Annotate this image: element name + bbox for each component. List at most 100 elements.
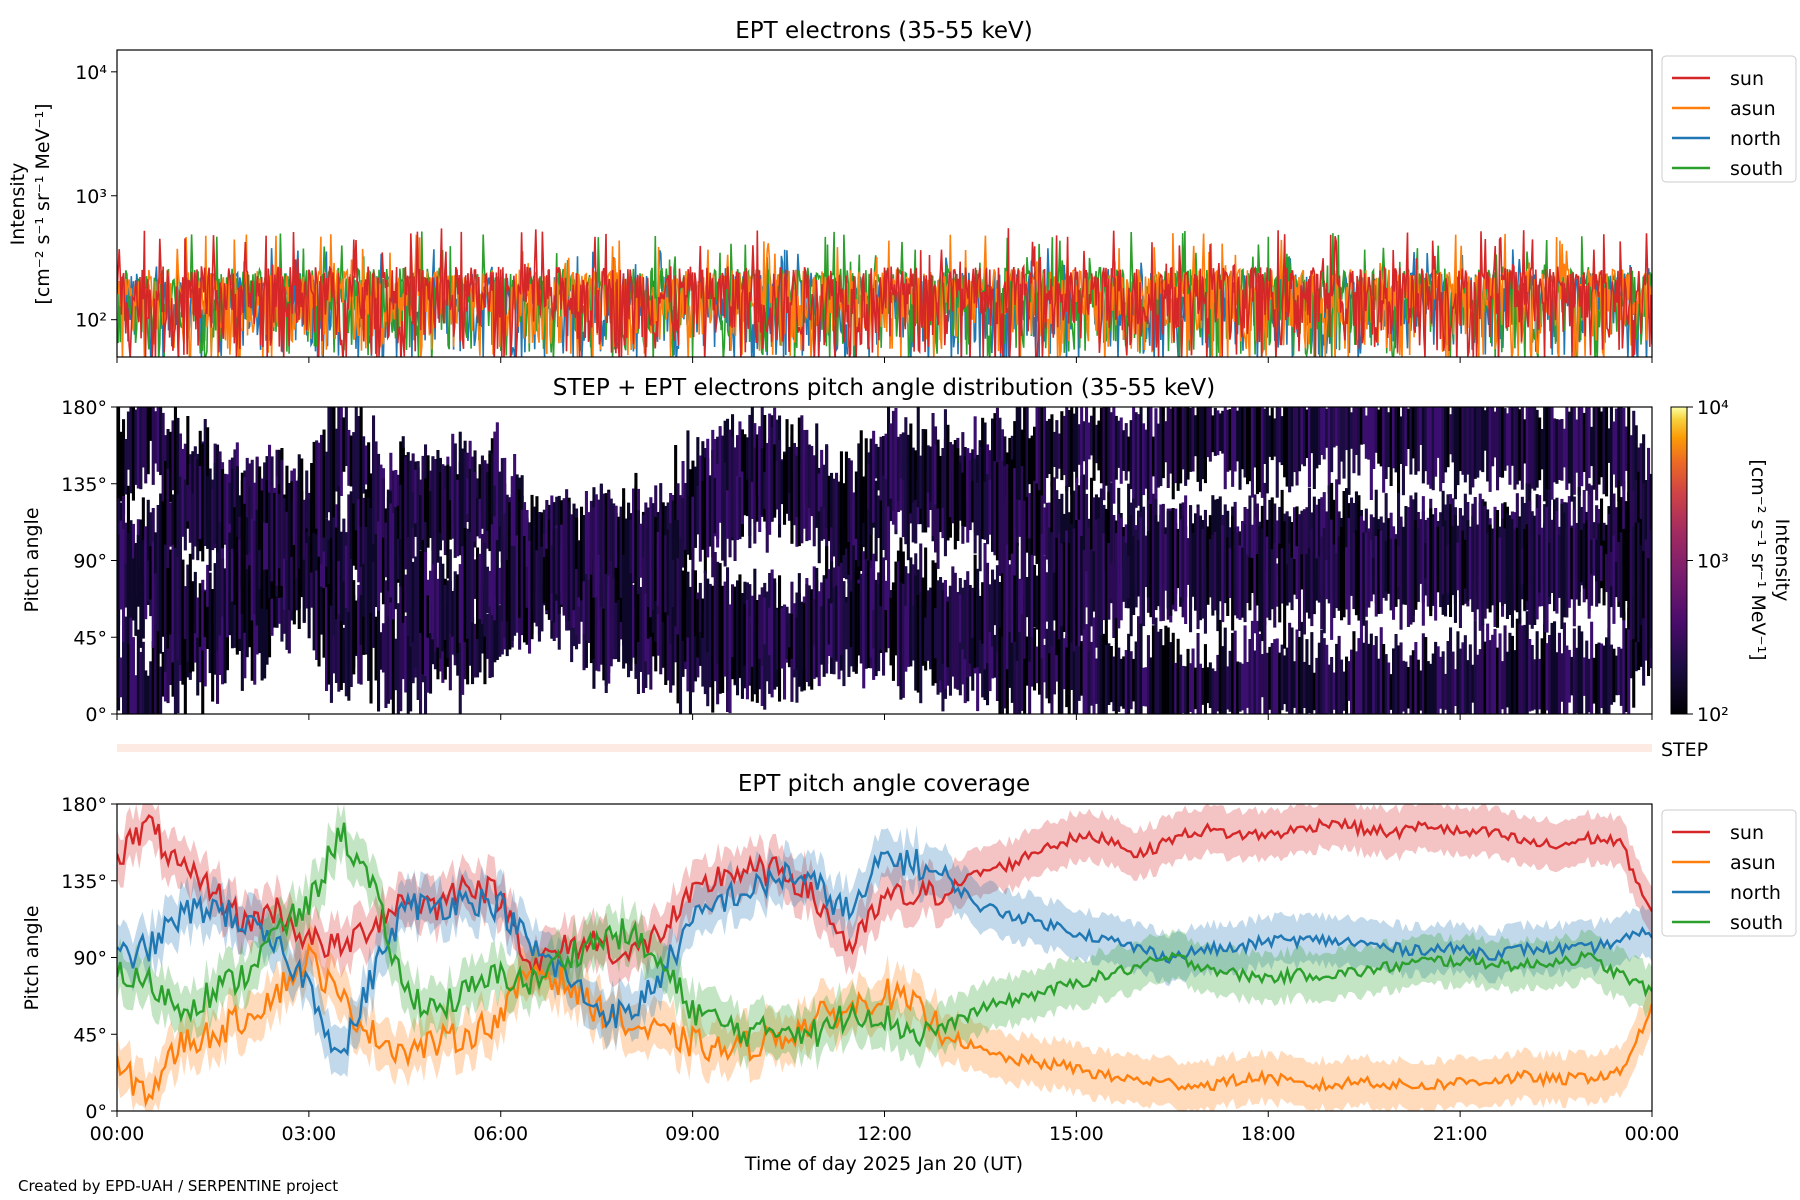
heatmap-cell [1614,507,1618,586]
heatmap-cell [810,445,814,517]
heatmap-cell [1233,407,1237,472]
heatmap-cell [1265,407,1269,494]
heatmap-cell [488,596,492,678]
heatmap-cell [485,472,489,531]
heatmap-cell [498,471,502,527]
heatmap-cell [1208,407,1212,462]
heatmap-cell [1406,408,1410,449]
heatmap-cell [315,534,319,581]
heatmap-cell [1488,407,1492,492]
heatmap-cell [679,589,683,714]
heatmap-cell [416,604,420,700]
heatmap-cell [1107,643,1111,705]
heatmap-cell [292,539,296,625]
heatmap-cell [352,432,356,504]
heatmap-cell [612,574,616,640]
heatmap-cell [1085,624,1089,714]
heatmap-cell [1642,551,1646,619]
heatmap-cell [416,461,420,585]
heatmap-cell [817,473,821,512]
heatmap-cell [129,603,133,714]
heatmap-cell [602,594,606,636]
heatmap-cell [188,553,192,673]
heatmap-cell [632,584,636,658]
heatmap-cell [1270,643,1274,714]
heatmap-cell [453,571,457,657]
heatmap-cell [1637,522,1641,643]
heatmap-cell [1649,529,1652,649]
heatmap-cell [1409,407,1413,475]
heatmap-cell [1233,630,1237,714]
heatmap-cell [738,574,742,678]
heatmap-cell [1154,515,1158,611]
heatmap-cell [1090,549,1094,627]
heatmap-cell [1312,496,1316,592]
heatmap-cell [1250,407,1254,498]
heatmap-cell [1156,521,1160,607]
heatmap-cell [1278,407,1282,463]
heatmap-cell [377,585,381,712]
heatmap-cell [1139,517,1143,624]
heatmap-cell [887,407,891,507]
heatmap-cell [745,599,749,700]
heatmap-cell [1008,564,1012,632]
heatmap-cell [1000,593,1004,714]
heatmap-cell [1273,542,1277,628]
heatmap-cell [1337,635,1341,714]
heatmap-cell [728,429,732,558]
heatmap-cell [1335,643,1339,714]
heatmap-cell [178,551,182,666]
heatmap-cell [1401,526,1405,605]
heatmap-cell [812,460,816,547]
heatmap-cell [867,593,871,632]
panel3-ylabel: Pitch angle [21,905,43,1010]
heatmap-cell [312,528,316,651]
heatmap-cell [889,480,893,522]
heatmap-cell [1302,407,1306,467]
heatmap-cell [884,433,888,480]
heatmap-cell [369,533,373,613]
heatmap-cell [1226,537,1230,616]
heatmap-cell [404,615,408,693]
heatmap-cell [1151,500,1155,625]
heatmap-cell [508,531,512,650]
heatmap-cell [161,652,165,697]
panel1-ytick-label: 10² [75,310,107,332]
colorbar-tick-label: 10⁴ [1697,397,1729,419]
heatmap-cell [981,582,985,644]
heatmap-cell [1164,534,1168,591]
panel2-y-ticks: 0°45°90°135°180° [61,397,117,726]
heatmap-cell [339,620,343,690]
heatmap-cell [636,594,640,642]
heatmap-cell [119,520,123,610]
heatmap-cell [1275,407,1279,498]
heatmap-cell [235,536,239,655]
heatmap-cell [429,570,433,634]
heatmap-cell [510,545,514,641]
heatmap-cell [456,574,460,654]
heatmap-cell [847,574,851,677]
heatmap-cell [1184,495,1188,624]
heatmap-cell [1449,627,1453,714]
heatmap-cell [1501,518,1505,606]
heatmap-cell [693,501,697,548]
heatmap-cell [1196,633,1200,714]
panel3-xtick-label: 00:00 [1625,1123,1680,1145]
heatmap-cell [1186,648,1190,714]
heatmap-cell [1369,407,1373,500]
heatmap-cell [1278,543,1282,623]
panel1-plot-area [117,228,1652,357]
heatmap-cell [1090,641,1094,706]
heatmap-cell [1228,650,1232,712]
heatmap-cell [765,443,769,553]
heatmap-cell [1241,663,1245,711]
heatmap-cell [1446,407,1450,468]
heatmap-cell [1226,409,1230,472]
heatmap-cell [441,563,445,652]
heatmap-cell [1317,642,1321,714]
heatmap-cell [263,553,267,679]
heatmap-cell [1194,533,1198,611]
heatmap-cell [322,429,326,538]
heatmap-cell [582,576,586,634]
